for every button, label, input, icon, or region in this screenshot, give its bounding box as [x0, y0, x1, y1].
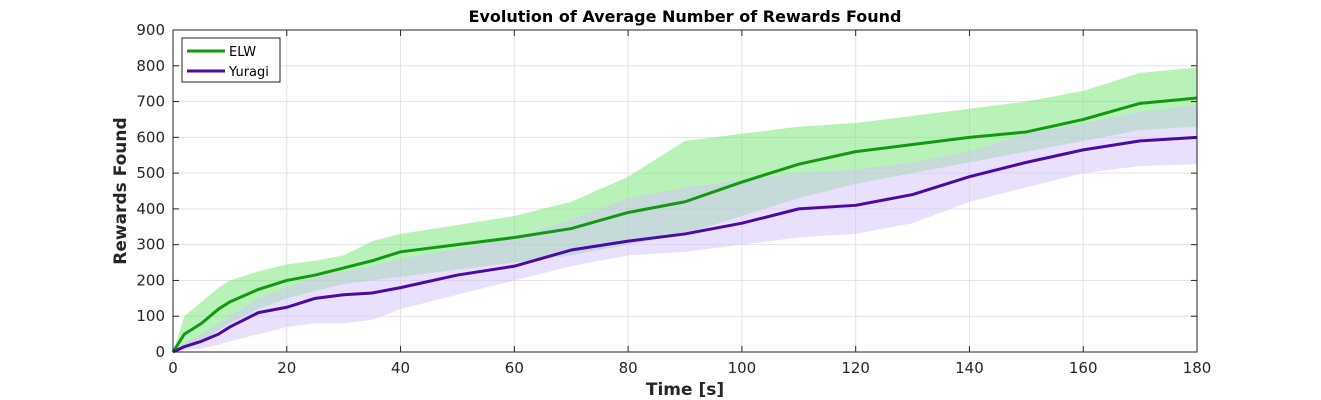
legend-label-elw: ELW [229, 45, 256, 60]
y-tick-label: 100 [136, 307, 165, 325]
y-axis-title: Rewards Found [111, 117, 131, 264]
y-tick-label: 200 [136, 271, 165, 289]
x-tick-label: 80 [619, 359, 638, 377]
series-line-elw [171, 96, 1198, 353]
band-yuragi [173, 105, 1197, 352]
plot-frame [172, 29, 1198, 353]
series-line-yuragi [172, 135, 1198, 354]
x-tick-label: 100 [728, 359, 757, 377]
y-tick-label: 800 [136, 57, 165, 75]
series-lines [171, 96, 1198, 354]
x-tick-label: 140 [955, 359, 984, 377]
x-axis-title: Time [s] [646, 380, 724, 400]
legend: ELW Yuragi [181, 37, 281, 83]
y-tick-label: 700 [136, 93, 165, 111]
x-tick-label: 120 [841, 359, 870, 377]
y-tick-label: 900 [136, 21, 165, 39]
y-tick-label: 0 [155, 343, 165, 361]
x-tick-label: 20 [277, 359, 296, 377]
x-tick-label: 60 [505, 359, 524, 377]
x-tick-label: 160 [1069, 359, 1098, 377]
confidence-bands [173, 67, 1197, 353]
y-tick-label: 500 [136, 164, 165, 182]
x-tick-label: 180 [1183, 359, 1212, 377]
y-tick-label: 300 [136, 236, 165, 254]
legend-label-yuragi: Yuragi [228, 65, 269, 80]
y-tick-label: 400 [136, 200, 165, 218]
x-tick-label: 40 [391, 359, 410, 377]
legend-box [181, 37, 281, 83]
y-tick-label: 600 [136, 128, 165, 146]
axis-ticks: 0 20 40 60 80 100 120 140 160 180 0 100 200 300 400 500… [136, 21, 1211, 377]
chart-title: Evolution of Average Number of Rewards F… [469, 7, 902, 26]
x-tick-label: 0 [168, 359, 178, 377]
